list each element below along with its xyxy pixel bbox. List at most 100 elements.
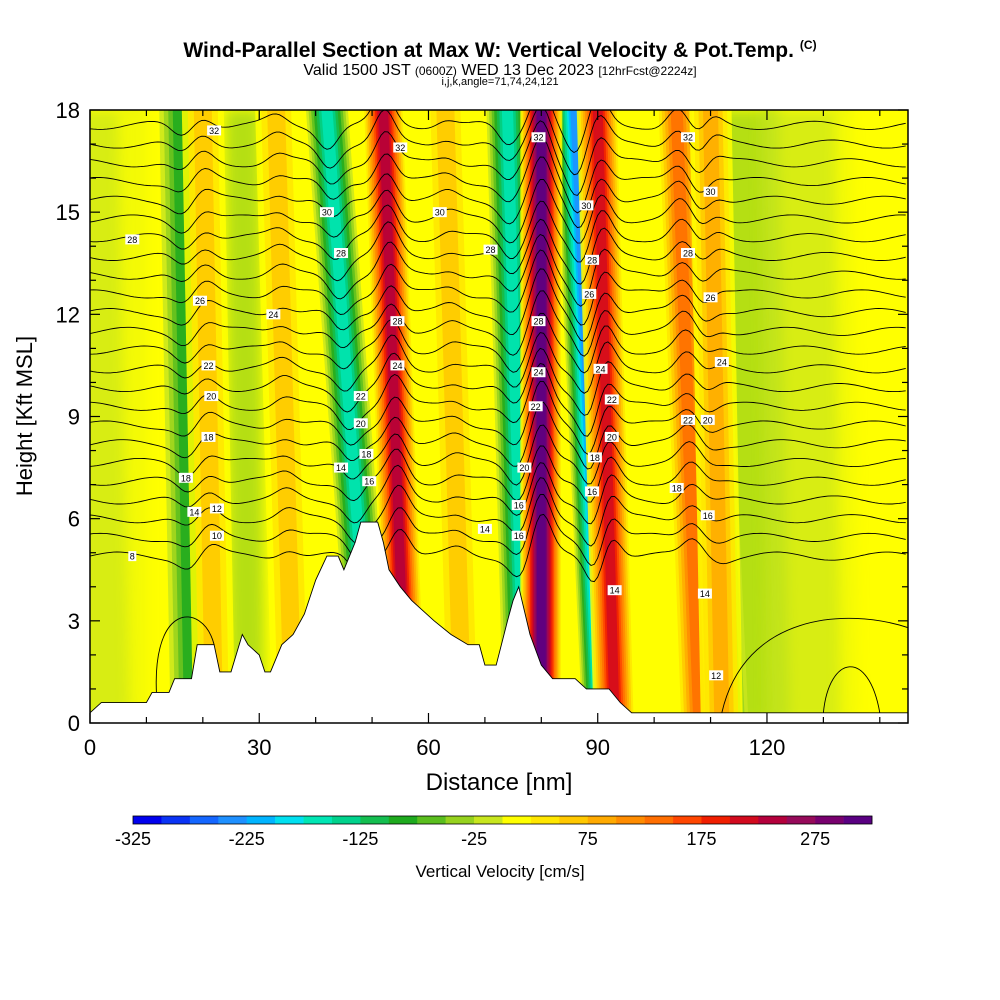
contour-label-text: 16 [703, 511, 713, 521]
contour-label-bg [359, 448, 374, 459]
isentrope-line [90, 249, 906, 326]
contour-label-bg [585, 486, 600, 497]
contour-label-bg [700, 414, 715, 425]
colorbar-tick-label: -225 [229, 829, 265, 849]
y-tick-label: 18 [56, 98, 80, 123]
colorbar-tick-label: -325 [115, 829, 151, 849]
colorbar-swatch [388, 816, 418, 824]
contour-label: 22 [353, 391, 368, 402]
isentrope-line [90, 290, 906, 357]
contour-label-text: 28 [127, 235, 137, 245]
contour-label: 26 [703, 292, 718, 303]
isentrope-line [721, 617, 908, 713]
y-tick-label: 15 [56, 200, 80, 225]
isentrope-line [90, 332, 906, 394]
contour-label-bg [585, 254, 600, 265]
contour-label-bg [714, 357, 729, 368]
contour-label-text: 12 [711, 671, 721, 681]
contour-label: 22 [201, 360, 216, 371]
contour-label: 28 [334, 248, 349, 259]
contour-label: 16 [362, 476, 377, 487]
contour-label-bg [703, 292, 718, 303]
colorbar-swatch [673, 816, 702, 824]
contour-label: 30 [703, 186, 718, 197]
isentrope-line [90, 462, 906, 525]
contour-label-text: 18 [181, 473, 191, 483]
contour-label-bg [319, 207, 334, 218]
contour-label-text: 18 [672, 484, 682, 494]
contour-label-text: 20 [607, 432, 617, 442]
y-tick-label: 9 [68, 405, 80, 430]
colorbar-swatch [218, 816, 247, 824]
contour-label-text: 28 [486, 245, 496, 255]
contour-label: 24 [266, 309, 281, 320]
contour-label-text: 20 [703, 415, 713, 425]
contour-label: 24 [714, 357, 729, 368]
colorbar-swatch [843, 816, 873, 824]
y-tick-label: 0 [68, 711, 80, 736]
contour-label-bg [680, 132, 695, 143]
isentrope-line [90, 218, 906, 285]
contour-label-bg [362, 476, 377, 487]
contour-label: 30 [579, 200, 594, 211]
contour-label-text: 26 [195, 296, 205, 306]
isentrope-line [90, 494, 906, 567]
contour-label: 14 [697, 588, 712, 599]
contour-labels: 32 32 32 32 30 30 30 30 28 28 28 28 28 26 26 26 24 24 24 24… [125, 125, 729, 681]
contour-label: 18 [587, 452, 602, 463]
contour-label-bg [582, 288, 597, 299]
colorbar-tick-label: -25 [461, 829, 487, 849]
contour-label-bg [531, 316, 546, 327]
contour-label: 10 [209, 530, 224, 541]
contour-label-text: 30 [322, 208, 332, 218]
contour-label-bg [390, 360, 405, 371]
contour-label: 20 [204, 391, 219, 402]
subtitle-date: WED 13 Dec 2023 [461, 62, 594, 79]
contour-label-text: 26 [584, 289, 594, 299]
y-tick-label: 12 [56, 302, 80, 327]
x-tick-label: 120 [749, 735, 786, 760]
contour-label-bg [511, 530, 526, 541]
contour-label-text: 12 [212, 504, 222, 514]
contour-label: 32 [207, 125, 222, 136]
updraft-band [592, 110, 620, 723]
updraft-band [193, 110, 224, 723]
subtitle-valid: Valid 1500 JST [303, 62, 411, 79]
colorbar-tick-label: -125 [342, 829, 378, 849]
chart-title: Wind-Parallel Section at Max W: Vertical… [0, 38, 1000, 63]
contour-label-bg [579, 200, 594, 211]
contour-label-bg [125, 234, 140, 245]
contour-label-bg [700, 510, 715, 521]
contour-label: 16 [585, 486, 600, 497]
isentrope-line [90, 380, 906, 455]
colorbar-swatch [331, 816, 361, 824]
isentrope-line [90, 347, 906, 416]
colorbar-swatch [559, 816, 589, 824]
contour-label: 22 [680, 414, 695, 425]
contour-label-text: 14 [480, 524, 490, 534]
colorbar-tick-label: 175 [686, 829, 716, 849]
colorbar-swatch [729, 816, 759, 824]
colorbar-tick-label: 275 [800, 829, 830, 849]
terrain-mask [90, 521, 908, 723]
contour-label-text: 16 [514, 501, 524, 511]
contour-label-bg [201, 431, 216, 442]
contour-label-text: 24 [596, 364, 606, 374]
updraft-band [378, 110, 411, 723]
contour-label: 18 [201, 431, 216, 442]
contour-label: 12 [709, 670, 724, 681]
isentrope-line [90, 120, 906, 196]
contour-label-text: 20 [519, 463, 529, 473]
contour-label-text: 30 [435, 208, 445, 218]
contour-label-bg [477, 523, 492, 534]
contour-label: 24 [390, 360, 405, 371]
colorbar-swatch [133, 816, 162, 824]
chart-subtitle-params: i,j,k,angle=71,74,24,121 [441, 76, 559, 88]
colorbar-swatch [445, 816, 475, 824]
contour-label-bg [604, 431, 619, 442]
background-velocity-band [225, 110, 265, 723]
contour-label-bg [531, 132, 546, 143]
contour-label-bg [178, 472, 193, 483]
contour-label: 32 [393, 142, 408, 153]
isentrope-line [90, 179, 906, 244]
